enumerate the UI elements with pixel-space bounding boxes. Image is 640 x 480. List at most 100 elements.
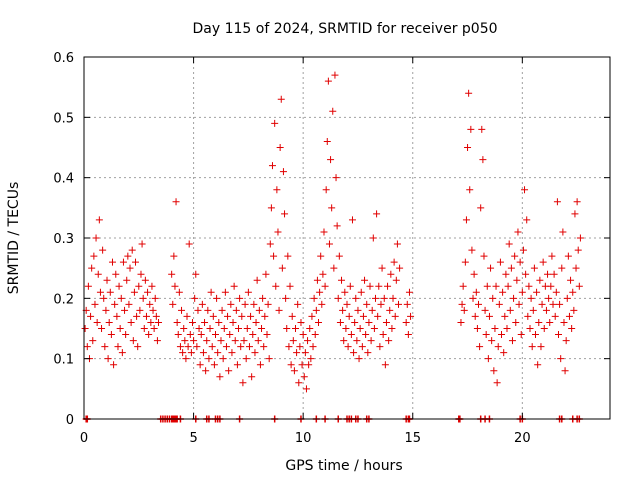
- data-point: [386, 306, 394, 314]
- data-point: [140, 325, 148, 332]
- data-point: [525, 282, 533, 290]
- data-point: [137, 270, 145, 278]
- data-point: [467, 125, 475, 133]
- data-point: [529, 306, 537, 314]
- data-point: [507, 264, 515, 272]
- data-point: [341, 288, 349, 296]
- data-point: [330, 264, 338, 272]
- data-point: [560, 318, 568, 326]
- data-point: [331, 71, 339, 79]
- data-point: [515, 300, 523, 308]
- data-point: [255, 306, 263, 314]
- data-point: [490, 367, 498, 375]
- data-point: [226, 331, 234, 339]
- data-point: [179, 349, 187, 357]
- data-point: [508, 337, 516, 345]
- data-point: [145, 331, 153, 339]
- data-point: [171, 282, 179, 290]
- data-point: [469, 294, 477, 302]
- data-point: [173, 318, 181, 326]
- data-point: [542, 306, 550, 314]
- data-point: [402, 318, 410, 326]
- data-point: [365, 318, 373, 326]
- data-point: [554, 331, 562, 339]
- data-point: [290, 367, 298, 375]
- data-point: [404, 331, 412, 339]
- data-point: [544, 270, 552, 278]
- data-point: [318, 300, 326, 308]
- data-point: [231, 337, 239, 345]
- data-point: [253, 276, 261, 284]
- data-point: [187, 349, 195, 357]
- data-point: [510, 294, 518, 302]
- data-point: [514, 228, 522, 236]
- data-point: [517, 331, 525, 339]
- data-point: [128, 246, 136, 254]
- data-point: [311, 331, 319, 339]
- data-point: [301, 349, 309, 357]
- data-point: [220, 325, 228, 332]
- data-point: [468, 246, 476, 254]
- data-point: [568, 325, 576, 332]
- data-point: [91, 300, 99, 308]
- data-point: [495, 300, 503, 308]
- data-point: [236, 294, 244, 302]
- data-point: [277, 95, 285, 103]
- grid: [84, 57, 610, 419]
- chart-title: Day 115 of 2024, SRMTID for receiver p05…: [192, 21, 497, 37]
- data-point: [102, 306, 110, 314]
- y-tick-label: 0.5: [53, 111, 74, 126]
- data-point: [278, 264, 286, 272]
- data-point: [272, 282, 280, 290]
- data-point: [175, 288, 183, 296]
- data-point: [466, 186, 474, 194]
- data-point: [249, 331, 257, 339]
- data-point: [329, 107, 337, 115]
- data-point: [472, 288, 480, 296]
- data-point: [518, 288, 526, 296]
- data-point: [305, 361, 313, 369]
- data-point: [477, 204, 485, 212]
- data-point: [545, 294, 553, 302]
- data-point: [287, 361, 295, 369]
- data-point: [328, 204, 336, 212]
- data-point: [480, 252, 488, 260]
- data-point: [221, 288, 229, 296]
- data-point: [93, 318, 101, 326]
- data-point: [261, 312, 269, 320]
- data-point: [322, 186, 330, 194]
- data-point: [107, 331, 115, 339]
- data-point: [382, 318, 390, 326]
- data-point: [522, 270, 530, 278]
- data-point: [524, 312, 532, 320]
- data-point: [190, 337, 198, 345]
- data-point: [355, 355, 363, 363]
- data-point: [153, 337, 161, 345]
- data-point: [501, 312, 509, 320]
- data-point: [375, 282, 383, 290]
- data-point: [335, 252, 343, 260]
- data-point: [465, 89, 473, 97]
- data-point: [388, 325, 396, 332]
- data-point: [144, 288, 152, 296]
- data-point: [298, 361, 306, 369]
- data-point: [340, 337, 348, 345]
- data-point: [141, 276, 149, 284]
- data-point: [387, 270, 395, 278]
- data-point: [289, 337, 297, 345]
- data-point: [526, 325, 534, 332]
- data-point: [371, 294, 379, 302]
- data-point: [492, 282, 500, 290]
- data-point: [368, 306, 376, 314]
- data-point: [152, 312, 160, 320]
- data-point: [503, 325, 511, 332]
- data-point: [203, 337, 211, 345]
- data-point: [194, 306, 202, 314]
- x-tick-label: 10: [295, 431, 312, 446]
- data-point: [248, 373, 256, 381]
- data-point: [273, 186, 281, 194]
- data-point: [279, 168, 287, 176]
- data-point: [112, 270, 120, 278]
- data-point: [530, 264, 538, 272]
- data-point: [457, 318, 465, 326]
